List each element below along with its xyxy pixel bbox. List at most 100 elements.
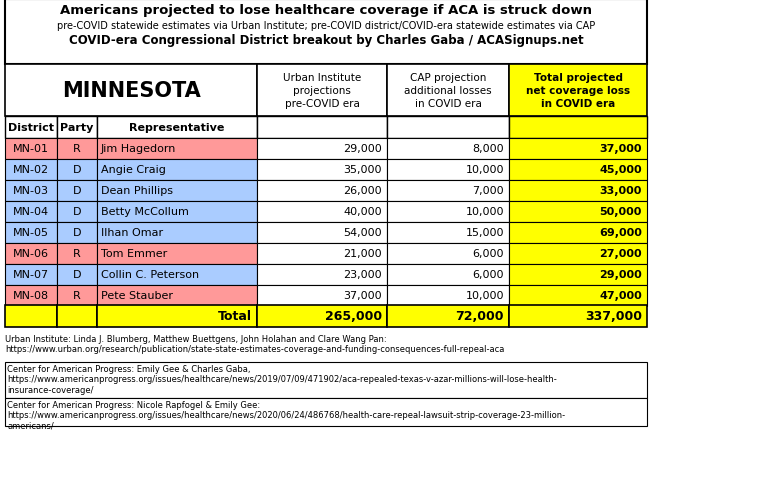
- Text: 69,000: 69,000: [599, 228, 642, 238]
- Text: 33,000: 33,000: [600, 186, 642, 196]
- Bar: [257, 139, 387, 160]
- Bar: [97, 223, 257, 244]
- Bar: [257, 65, 387, 117]
- Text: Tom Emmer: Tom Emmer: [101, 249, 167, 259]
- Bar: [5, 398, 647, 426]
- Bar: [5, 202, 57, 223]
- Text: MN-08: MN-08: [13, 291, 49, 301]
- Text: 29,000: 29,000: [599, 270, 642, 280]
- Text: D: D: [73, 207, 81, 217]
- Text: MN-01: MN-01: [13, 144, 49, 154]
- Text: Center for American Progress: Nicole Rapfogel & Emily Gee:
https://www.americanp: Center for American Progress: Nicole Rap…: [7, 400, 565, 430]
- Text: Americans projected to lose healthcare coverage if ACA is struck down: Americans projected to lose healthcare c…: [60, 4, 592, 18]
- Bar: [5, 181, 57, 202]
- Bar: [5, 305, 57, 327]
- Bar: [257, 202, 387, 223]
- Bar: [57, 223, 97, 244]
- Text: 15,000: 15,000: [466, 228, 504, 238]
- Bar: [57, 305, 97, 327]
- Bar: [57, 264, 97, 285]
- Bar: [387, 223, 509, 244]
- Bar: [57, 160, 97, 181]
- Text: Party: Party: [61, 123, 94, 133]
- Bar: [97, 264, 257, 285]
- Text: 6,000: 6,000: [472, 249, 504, 259]
- Bar: [509, 244, 647, 264]
- Text: Pete Stauber: Pete Stauber: [101, 291, 173, 301]
- Text: 10,000: 10,000: [466, 165, 504, 175]
- Text: 10,000: 10,000: [466, 207, 504, 217]
- Text: MN-03: MN-03: [13, 186, 49, 196]
- Text: D: D: [73, 270, 81, 280]
- Bar: [387, 65, 509, 117]
- Text: D: D: [73, 228, 81, 238]
- Text: R: R: [73, 144, 81, 154]
- Text: 37,000: 37,000: [344, 291, 382, 301]
- Bar: [387, 202, 509, 223]
- Bar: [509, 305, 647, 327]
- Bar: [5, 160, 57, 181]
- Text: Urban Institute: Linda J. Blumberg, Matthew Buettgens, John Holahan and Clare Wa: Urban Institute: Linda J. Blumberg, Matt…: [5, 334, 505, 354]
- Bar: [5, 285, 57, 306]
- Text: Total: Total: [218, 310, 252, 323]
- Text: CAP projection
additional losses
in COVID era: CAP projection additional losses in COVI…: [404, 73, 492, 109]
- Bar: [257, 244, 387, 264]
- Text: D: D: [73, 165, 81, 175]
- Bar: [257, 181, 387, 202]
- Bar: [509, 285, 647, 306]
- Text: 8,000: 8,000: [472, 144, 504, 154]
- Bar: [387, 181, 509, 202]
- Bar: [57, 139, 97, 160]
- Bar: [5, 223, 57, 244]
- Text: 7,000: 7,000: [472, 186, 504, 196]
- Bar: [257, 223, 387, 244]
- Bar: [57, 285, 97, 306]
- Text: R: R: [73, 249, 81, 259]
- Text: 6,000: 6,000: [472, 270, 504, 280]
- Bar: [97, 160, 257, 181]
- Bar: [97, 244, 257, 264]
- Bar: [57, 244, 97, 264]
- Bar: [57, 117, 97, 139]
- Text: MN-02: MN-02: [13, 165, 49, 175]
- Text: 54,000: 54,000: [344, 228, 382, 238]
- Bar: [509, 264, 647, 285]
- Bar: [509, 223, 647, 244]
- Text: 35,000: 35,000: [344, 165, 382, 175]
- Bar: [387, 160, 509, 181]
- Text: 10,000: 10,000: [466, 291, 504, 301]
- Text: 40,000: 40,000: [344, 207, 382, 217]
- Bar: [97, 202, 257, 223]
- Text: 29,000: 29,000: [344, 144, 382, 154]
- Text: COVID-era Congressional District breakout by Charles Gaba / ACASignups.net: COVID-era Congressional District breakou…: [69, 35, 584, 47]
- Text: 21,000: 21,000: [344, 249, 382, 259]
- Text: Jim Hagedorn: Jim Hagedorn: [101, 144, 176, 154]
- Bar: [97, 117, 257, 139]
- Bar: [509, 65, 647, 117]
- Text: Urban Institute
projections
pre-COVID era: Urban Institute projections pre-COVID er…: [283, 73, 361, 109]
- Bar: [5, 0, 647, 65]
- Bar: [387, 264, 509, 285]
- Text: R: R: [73, 291, 81, 301]
- Text: D: D: [73, 186, 81, 196]
- Bar: [387, 244, 509, 264]
- Text: 72,000: 72,000: [456, 310, 504, 323]
- Bar: [387, 139, 509, 160]
- Bar: [97, 139, 257, 160]
- Text: 47,000: 47,000: [599, 291, 642, 301]
- Bar: [257, 264, 387, 285]
- Bar: [257, 160, 387, 181]
- Bar: [387, 117, 509, 139]
- Bar: [5, 139, 57, 160]
- Bar: [509, 117, 647, 139]
- Text: 26,000: 26,000: [344, 186, 382, 196]
- Bar: [257, 305, 387, 327]
- Text: Representative: Representative: [130, 123, 225, 133]
- Text: MN-07: MN-07: [13, 270, 49, 280]
- Text: 50,000: 50,000: [600, 207, 642, 217]
- Bar: [387, 305, 509, 327]
- Text: 265,000: 265,000: [325, 310, 382, 323]
- Bar: [257, 285, 387, 306]
- Text: MN-04: MN-04: [13, 207, 49, 217]
- Text: 37,000: 37,000: [600, 144, 642, 154]
